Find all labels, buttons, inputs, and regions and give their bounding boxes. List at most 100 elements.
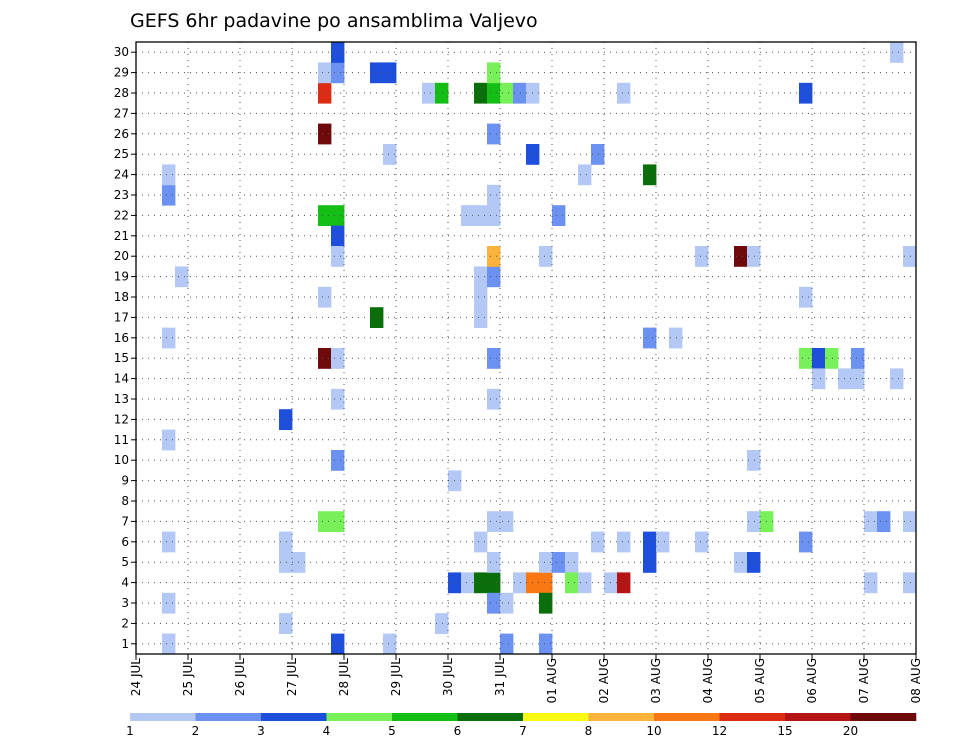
heatmap-cell xyxy=(331,633,345,655)
heatmap-cell xyxy=(825,348,839,369)
x-tick-label: 29 JUL xyxy=(389,658,403,696)
heatmap-cell xyxy=(383,144,397,165)
y-tick-label: 20 xyxy=(114,249,129,263)
heatmap-cell xyxy=(695,246,709,267)
heatmap-cell xyxy=(487,348,501,369)
x-axis: 24 JUL 25 JUL 26 JUL 27 JUL 28 JUL 29 JUL 30 J… xyxy=(129,654,923,703)
heatmap-cell xyxy=(539,633,553,655)
heatmap-cell xyxy=(175,266,189,288)
heatmap-cell xyxy=(162,429,176,451)
y-tick-label: 18 xyxy=(114,290,129,304)
y-tick-label: 22 xyxy=(114,208,129,222)
y-tick-label: 8 xyxy=(121,494,129,508)
heatmap-cell xyxy=(643,552,657,573)
colorbar-swatch xyxy=(850,713,917,721)
colorbar-swatch xyxy=(130,713,196,721)
heatmap-cell xyxy=(461,572,475,594)
heatmap-cell xyxy=(487,592,501,614)
y-tick-label: 11 xyxy=(114,433,129,447)
heatmap-cell xyxy=(318,123,332,145)
y-tick-label: 14 xyxy=(114,372,129,386)
heatmap-cell xyxy=(474,286,488,308)
heatmap-cell xyxy=(812,348,826,369)
heatmap-cell xyxy=(578,164,592,186)
grid-lines xyxy=(135,42,917,654)
heatmap-cell xyxy=(435,613,449,634)
heatmap-cell xyxy=(747,450,761,471)
heatmap-cell xyxy=(591,531,605,553)
heatmap-cell xyxy=(318,82,332,104)
y-tick-label: 5 xyxy=(121,555,129,569)
heatmap-cell xyxy=(877,511,891,532)
heatmap-cell xyxy=(331,225,345,247)
heatmap-cell xyxy=(331,62,345,84)
heatmap-cell xyxy=(331,450,345,471)
heatmap-cell xyxy=(474,82,488,104)
heatmap-cell xyxy=(162,592,176,614)
heatmap-cell xyxy=(331,511,345,532)
heatmap-cell xyxy=(474,531,488,553)
colorbar-label: 8 xyxy=(585,724,593,738)
heatmap-cell xyxy=(318,348,332,369)
heatmap-cell xyxy=(734,246,748,267)
heatmap-cell xyxy=(318,62,332,84)
heatmap-cell xyxy=(903,511,917,532)
heatmap-cell xyxy=(617,531,631,553)
y-tick-label: 24 xyxy=(114,168,129,182)
colorbar-label: 3 xyxy=(257,724,265,738)
heatmap-cell xyxy=(747,552,761,573)
y-tick-label: 30 xyxy=(114,45,129,59)
heatmap-cell xyxy=(617,82,631,104)
heatmap-cell xyxy=(890,368,904,390)
heatmap-cell xyxy=(643,531,657,553)
heatmap-cell xyxy=(318,511,332,532)
heatmap-cell xyxy=(474,205,488,226)
heatmap-cell xyxy=(487,82,501,104)
x-tick-label: 30 JUL xyxy=(441,658,455,696)
heatmap-cell xyxy=(799,286,813,308)
y-tick-label: 6 xyxy=(121,535,129,549)
heatmap-cell xyxy=(695,531,709,553)
heatmap-cell xyxy=(513,572,527,594)
heatmap-cell xyxy=(864,572,878,594)
y-tick-label: 29 xyxy=(114,66,129,80)
heatmap-cells xyxy=(162,42,917,655)
colorbar-swatch xyxy=(785,713,851,721)
heatmap-cell xyxy=(279,613,293,634)
x-tick-label: 25 JUL xyxy=(181,658,195,696)
heatmap-cell xyxy=(578,572,592,594)
x-tick-label: 27 JUL xyxy=(285,658,299,696)
x-tick-label: 06 AUG xyxy=(805,658,819,703)
heatmap-cell xyxy=(318,286,332,308)
heatmap-cell xyxy=(539,592,553,614)
x-tick-label: 24 JUL xyxy=(129,658,143,696)
heatmap-cell xyxy=(331,388,345,410)
colorbar-label: 6 xyxy=(454,724,462,738)
y-tick-label: 4 xyxy=(121,576,129,590)
heatmap-cell xyxy=(864,511,878,532)
y-tick-label: 21 xyxy=(114,229,129,243)
heatmap-cell xyxy=(565,552,579,573)
heatmap-cell xyxy=(539,552,553,573)
heatmap-cell xyxy=(851,348,865,369)
heatmap-cell xyxy=(500,633,514,655)
y-tick-label: 13 xyxy=(114,392,129,406)
heatmap-cell xyxy=(474,572,488,594)
x-tick-label: 28 JUL xyxy=(337,658,351,696)
heatmap-cell xyxy=(799,348,813,369)
heatmap-cell xyxy=(487,62,501,84)
x-tick-label: 26 JUL xyxy=(233,658,247,696)
x-tick-label: 07 AUG xyxy=(857,658,871,703)
heatmap-cell xyxy=(162,327,176,349)
colorbar-label: 2 xyxy=(192,724,200,738)
heatmap-cell xyxy=(552,552,566,573)
x-tick-label: 31 JUL xyxy=(493,658,507,696)
x-tick-label: 04 AUG xyxy=(701,658,715,703)
heatmap-cell xyxy=(279,531,293,553)
y-axis: 1234567891011121314151617181920212223242… xyxy=(114,45,136,651)
heatmap-cell xyxy=(669,327,683,349)
heatmap-cell xyxy=(331,42,345,63)
heatmap-cell xyxy=(162,164,176,186)
y-tick-label: 1 xyxy=(121,637,129,651)
